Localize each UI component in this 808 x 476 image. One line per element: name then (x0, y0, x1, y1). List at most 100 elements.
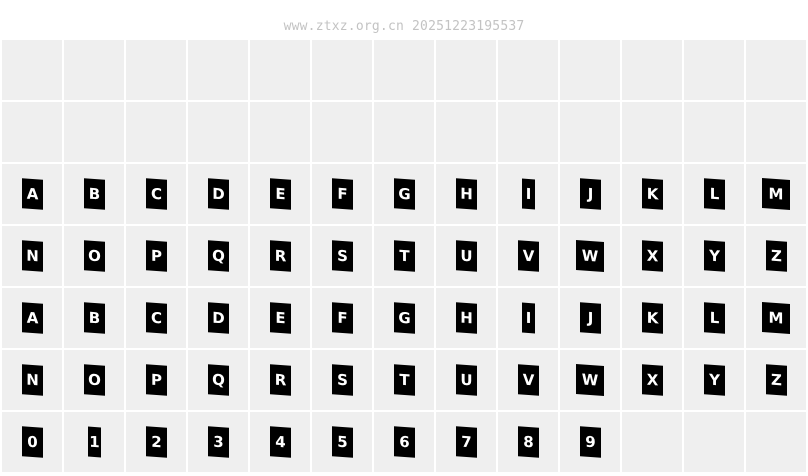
glyph-cell: Q (188, 226, 248, 286)
glyph-char: Z (765, 240, 787, 272)
glyph-cell: F (312, 164, 372, 224)
glyph-char: C (145, 302, 167, 334)
glyph-char: X (641, 240, 663, 272)
glyph-cell: U (436, 226, 496, 286)
glyph-cell (250, 40, 310, 100)
glyph-cell (126, 102, 186, 162)
glyph-cell (622, 40, 682, 100)
glyph-char: V (517, 240, 539, 272)
glyph-char: S (331, 240, 353, 272)
glyph-cell: H (436, 164, 496, 224)
glyph-cell (64, 102, 124, 162)
glyph-cell (746, 412, 806, 472)
glyph-cell: D (188, 288, 248, 348)
glyph-cell (746, 40, 806, 100)
glyph-char: B (83, 302, 105, 334)
glyph-char: U (455, 364, 477, 396)
glyph-cell: G (374, 288, 434, 348)
glyph-cell: 8 (498, 412, 558, 472)
glyph-char: 7 (455, 426, 477, 458)
glyph-cell: Z (746, 350, 806, 410)
glyph-cell (64, 40, 124, 100)
glyph-char: 6 (393, 426, 415, 458)
glyph-char: G (393, 302, 415, 334)
glyph-cell: S (312, 350, 372, 410)
glyph-cell: E (250, 288, 310, 348)
glyph-cell (498, 102, 558, 162)
glyph-char: R (269, 364, 291, 396)
glyph-cell (374, 102, 434, 162)
glyph-cell: T (374, 350, 434, 410)
glyph-char: U (455, 240, 477, 272)
glyph-cell: M (746, 288, 806, 348)
glyph-char: N (21, 240, 43, 272)
glyph-char: L (703, 302, 725, 334)
glyph-char: H (455, 178, 477, 210)
glyph-char: J (579, 178, 601, 210)
glyph-cell: R (250, 226, 310, 286)
glyph-cell: B (64, 288, 124, 348)
glyph-cell: S (312, 226, 372, 286)
glyph-char: 2 (145, 426, 167, 458)
glyph-cell: I (498, 164, 558, 224)
glyph-cell (622, 412, 682, 472)
glyph-char: X (641, 364, 663, 396)
glyph-cell: C (126, 164, 186, 224)
glyph-cell: C (126, 288, 186, 348)
glyph-cell (188, 102, 248, 162)
glyph-char: R (269, 240, 291, 272)
glyph-cell (188, 40, 248, 100)
glyph-cell: R (250, 350, 310, 410)
glyph-cell: O (64, 226, 124, 286)
glyph-char: D (207, 178, 229, 210)
glyph-cell: B (64, 164, 124, 224)
glyph-cell: U (436, 350, 496, 410)
glyph-char: Q (207, 364, 229, 396)
glyph-cell: V (498, 350, 558, 410)
glyph-cell (684, 40, 744, 100)
glyph-cell: F (312, 288, 372, 348)
glyph-char: 4 (269, 426, 291, 458)
glyph-cell (312, 102, 372, 162)
glyph-char: E (269, 178, 291, 210)
glyph-cell: O (64, 350, 124, 410)
glyph-cell: H (436, 288, 496, 348)
glyph-char: A (21, 302, 43, 334)
glyph-cell: 1 (64, 412, 124, 472)
glyph-cell: T (374, 226, 434, 286)
glyph-cell (250, 102, 310, 162)
glyph-cell (436, 40, 496, 100)
glyph-char: 5 (331, 426, 353, 458)
glyph-cell (560, 40, 620, 100)
glyph-cell: K (622, 164, 682, 224)
glyph-char: D (207, 302, 229, 334)
glyph-cell: 7 (436, 412, 496, 472)
glyph-char: H (455, 302, 477, 334)
glyph-char: 8 (517, 426, 539, 458)
glyph-char: P (145, 364, 167, 396)
glyph-cell: M (746, 164, 806, 224)
glyph-char: S (331, 364, 353, 396)
glyph-cell (746, 102, 806, 162)
glyph-cell: P (126, 226, 186, 286)
glyph-char: 1 (87, 426, 101, 458)
glyph-char: V (517, 364, 539, 396)
glyph-char: E (269, 302, 291, 334)
glyph-cell: 9 (560, 412, 620, 472)
glyph-cell (684, 102, 744, 162)
glyph-char: C (145, 178, 167, 210)
glyph-char: A (21, 178, 43, 210)
glyph-cell: N (2, 226, 62, 286)
glyph-char: I (521, 302, 535, 334)
watermark: www.ztxz.org.cn 20251223195537 (283, 19, 525, 34)
glyph-cell: 0 (2, 412, 62, 472)
glyph-cell (498, 40, 558, 100)
glyph-char: B (83, 178, 105, 210)
glyph-cell: L (684, 164, 744, 224)
glyph-cell: I (498, 288, 558, 348)
glyph-char: W (576, 240, 604, 272)
glyph-char: W (576, 364, 604, 396)
glyph-cell (2, 102, 62, 162)
glyph-char: J (579, 302, 601, 334)
glyph-cell: 3 (188, 412, 248, 472)
